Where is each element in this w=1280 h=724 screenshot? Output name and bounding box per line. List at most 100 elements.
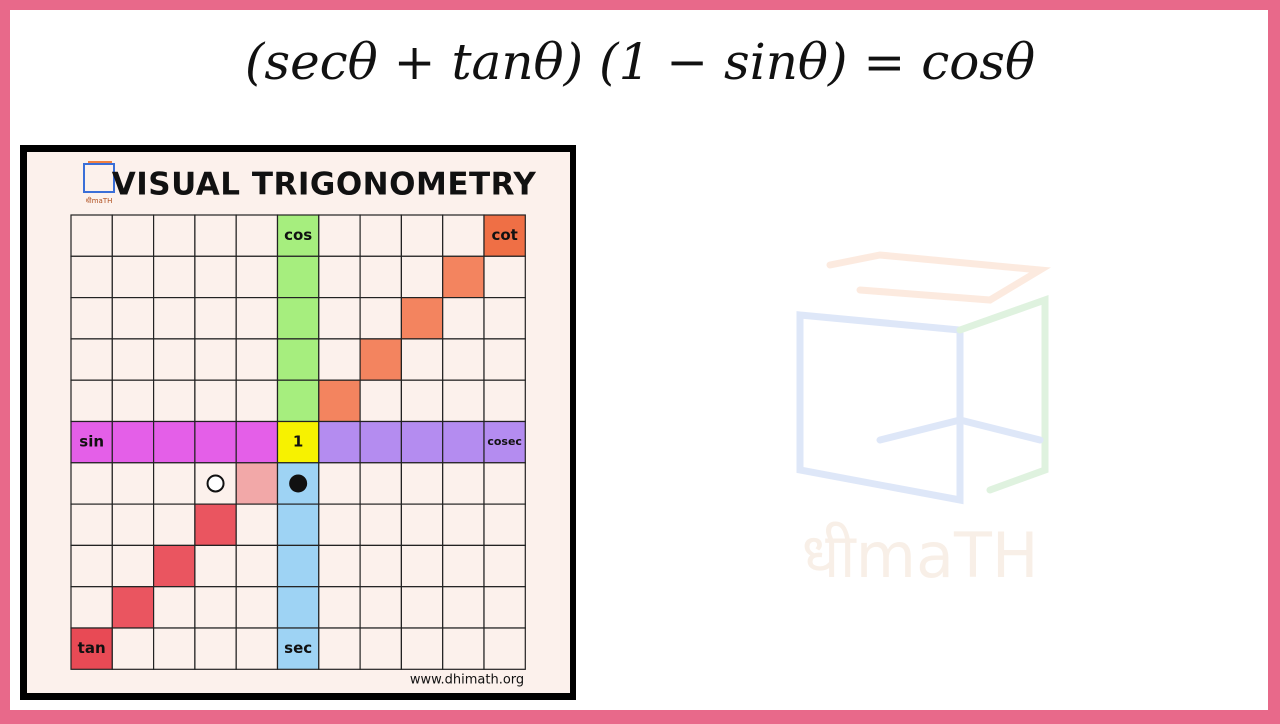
- grid-cell: [111, 586, 155, 629]
- grid-cell: [111, 338, 155, 381]
- grid-cell: [276, 544, 320, 588]
- grid-cell: [276, 503, 320, 547]
- cell-label: 1: [293, 433, 303, 451]
- grid-cell: [400, 627, 444, 670]
- grid-cell: [400, 214, 444, 257]
- wm-stroke: [826, 251, 1051, 304]
- grid-cell: [442, 503, 485, 547]
- grid-cell: [235, 544, 279, 588]
- grid-cell: [483, 420, 526, 464]
- cell-label: sec: [284, 639, 312, 657]
- grid-cell: [235, 627, 279, 670]
- grid-cell: [359, 462, 403, 505]
- cell-label: tan: [78, 639, 106, 657]
- grid-cell: [318, 338, 361, 381]
- grid-cell: [359, 297, 403, 340]
- grid-cell: [318, 586, 361, 629]
- grid-cell: [235, 586, 279, 629]
- grid-cell: [111, 420, 155, 464]
- grid-cell: [235, 338, 279, 381]
- grid-cell: [194, 420, 237, 464]
- grid-cell: [483, 462, 526, 505]
- grid-cell: [235, 379, 279, 423]
- equation: (secθ + tanθ) (1 − sinθ) = cosθ: [245, 33, 1035, 91]
- filled-dot: [289, 474, 308, 493]
- grid-cell: [111, 214, 155, 257]
- grid-cell: [442, 420, 485, 464]
- grid-cell: [276, 420, 320, 464]
- grid-cell: [318, 420, 361, 464]
- grid-cell: [153, 338, 196, 381]
- grid-cell: [318, 544, 361, 588]
- grid-cell: [276, 338, 320, 381]
- grid-cell: [318, 627, 361, 670]
- grid-cell: [359, 503, 403, 547]
- grid-cell: [235, 503, 279, 547]
- grid-cell: [318, 214, 361, 257]
- grid-cell: [483, 586, 526, 629]
- grid-cell: [153, 544, 196, 588]
- grid-cell: [318, 462, 361, 505]
- grid-cell: [442, 297, 485, 340]
- grid-cell: [111, 462, 155, 505]
- grid-cell: [359, 379, 403, 423]
- cell-label: cos: [284, 226, 312, 244]
- grid-cell: [318, 297, 361, 340]
- grid-cell: [153, 214, 196, 257]
- grid-cell: [70, 462, 113, 505]
- grid-cell: [483, 627, 526, 670]
- cell-label: cosec: [487, 435, 522, 448]
- grid-cell: [111, 297, 155, 340]
- grid-cell: [400, 379, 444, 423]
- grid-cell: [70, 420, 113, 464]
- grid-cell: [483, 503, 526, 547]
- grid-cell: [400, 255, 444, 299]
- grid-cell: [359, 586, 403, 629]
- grid-cell: [235, 297, 279, 340]
- grid-cell: [70, 255, 113, 299]
- grid-cell: [153, 462, 196, 505]
- grid-cell: [483, 214, 526, 257]
- grid-cell: [70, 338, 113, 381]
- grid-cell: [235, 462, 279, 505]
- grid-cell: [235, 420, 279, 464]
- logo: धीmaTH: [83, 161, 115, 205]
- cell-label: cot: [491, 226, 517, 244]
- grid-cell: [194, 255, 237, 299]
- wm-stroke: [956, 295, 1049, 494]
- grid-cell: [153, 297, 196, 340]
- grid-cell: [442, 462, 485, 505]
- grid-cell: [194, 544, 237, 588]
- wm-stroke: [796, 311, 964, 505]
- grid-cell: [70, 586, 113, 629]
- grid-cell: [111, 503, 155, 547]
- grid-cell: [194, 379, 237, 423]
- grid-cell: [483, 255, 526, 299]
- grid-cell: [70, 297, 113, 340]
- grid-cell: [276, 255, 320, 299]
- grid-cell: [318, 503, 361, 547]
- watermark: धीmaTH: [796, 251, 1051, 592]
- grid-cell: [483, 297, 526, 340]
- url: www.dhimath.org: [410, 673, 524, 688]
- grid-cell: [359, 627, 403, 670]
- grid-cell: [235, 214, 279, 257]
- grid-cell: [111, 627, 155, 670]
- grid-cell: [442, 338, 485, 381]
- grid-cell: [400, 420, 444, 464]
- cell-label: sin: [79, 433, 104, 451]
- grid-cell: [276, 627, 320, 670]
- grid-cell: [276, 297, 320, 340]
- logo-box: [83, 163, 115, 193]
- grid-cell: [70, 214, 113, 257]
- grid-cell: [318, 255, 361, 299]
- grid-cell: [442, 544, 485, 588]
- grid-cell: [153, 379, 196, 423]
- grid-cell: [400, 503, 444, 547]
- wm-stroke: [876, 416, 1044, 444]
- open-dot: [206, 474, 225, 493]
- grid-cell: [359, 420, 403, 464]
- grid-cell: [111, 379, 155, 423]
